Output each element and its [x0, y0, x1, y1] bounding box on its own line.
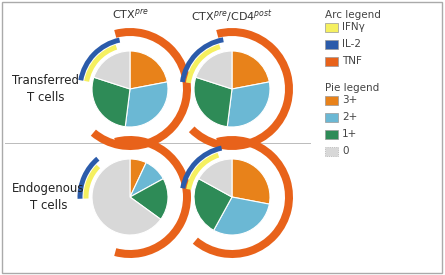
Text: TNF: TNF	[342, 56, 362, 66]
Wedge shape	[114, 136, 191, 258]
Text: Pie legend: Pie legend	[325, 83, 379, 93]
Text: Arc legend: Arc legend	[325, 10, 381, 20]
Wedge shape	[130, 179, 168, 219]
Wedge shape	[84, 165, 100, 199]
Text: 1+: 1+	[342, 129, 357, 139]
Bar	[325, 130, 338, 139]
Wedge shape	[91, 28, 191, 150]
Wedge shape	[232, 159, 270, 204]
Wedge shape	[130, 163, 163, 197]
Wedge shape	[186, 153, 219, 190]
Wedge shape	[125, 82, 168, 127]
Wedge shape	[194, 77, 232, 127]
Wedge shape	[77, 157, 100, 199]
Wedge shape	[84, 45, 117, 82]
FancyBboxPatch shape	[2, 2, 442, 273]
Bar	[325, 56, 338, 65]
Bar	[325, 40, 338, 48]
Bar	[325, 23, 338, 32]
Wedge shape	[196, 51, 232, 89]
Bar	[325, 112, 338, 122]
Text: Transferred
T cells: Transferred T cells	[12, 74, 79, 104]
Text: 2+: 2+	[342, 112, 357, 122]
Bar	[325, 147, 338, 155]
Text: 0: 0	[342, 146, 348, 156]
Bar	[325, 95, 338, 104]
Wedge shape	[78, 38, 120, 81]
Text: 3+: 3+	[342, 95, 357, 105]
Text: IFNγ: IFNγ	[342, 22, 365, 32]
Wedge shape	[180, 37, 224, 82]
Wedge shape	[130, 159, 146, 197]
Text: CTX$^{pre}$/CD4$^{post}$: CTX$^{pre}$/CD4$^{post}$	[191, 8, 273, 24]
Wedge shape	[92, 77, 130, 127]
Wedge shape	[130, 51, 167, 89]
Wedge shape	[227, 82, 270, 127]
Wedge shape	[92, 159, 161, 235]
Text: CTX$^{pre}$: CTX$^{pre}$	[112, 8, 149, 21]
Text: IL-2: IL-2	[342, 39, 361, 49]
Wedge shape	[193, 136, 293, 258]
Wedge shape	[214, 197, 269, 235]
Wedge shape	[232, 51, 269, 89]
Wedge shape	[180, 146, 222, 189]
Text: Endogenous
T cells: Endogenous T cells	[12, 182, 85, 212]
Wedge shape	[186, 44, 221, 83]
Wedge shape	[189, 28, 293, 150]
Wedge shape	[94, 51, 130, 89]
Wedge shape	[199, 159, 232, 197]
Wedge shape	[194, 179, 232, 230]
